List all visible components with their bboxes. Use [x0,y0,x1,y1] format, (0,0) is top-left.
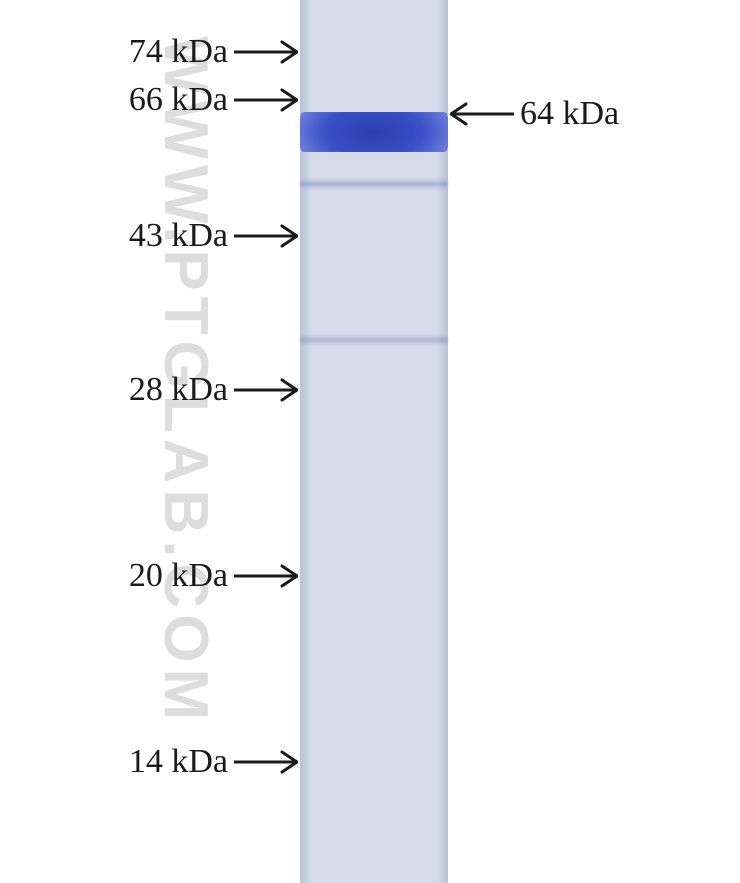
marker-left-0: 74 kDa [129,32,298,72]
gel-lane [300,0,448,883]
arrow-right-icon [234,377,298,403]
marker-label: 43 kDa [129,217,228,255]
marker-label: 20 kDa [129,557,228,595]
marker-left-2: 43 kDa [129,216,298,256]
marker-left-4: 20 kDa [129,556,298,596]
band-faint-1 [300,178,448,190]
arrow-right-icon [234,563,298,589]
arrow-left-icon [450,101,514,127]
marker-label: 14 kDa [129,743,228,781]
arrow-right-icon [234,749,298,775]
band-faint-2 [300,335,448,345]
marker-label: 28 kDa [129,371,228,409]
marker-left-1: 66 kDa [129,80,298,120]
marker-label: 74 kDa [129,33,228,71]
marker-label: 66 kDa [129,81,228,119]
marker-left-3: 28 kDa [129,370,298,410]
band-main [300,112,448,152]
arrow-right-icon [234,87,298,113]
marker-label: 64 kDa [520,95,619,133]
arrow-right-icon [234,223,298,249]
marker-right-0: 64 kDa [450,94,619,134]
arrow-right-icon [234,39,298,65]
marker-left-5: 14 kDa [129,742,298,782]
